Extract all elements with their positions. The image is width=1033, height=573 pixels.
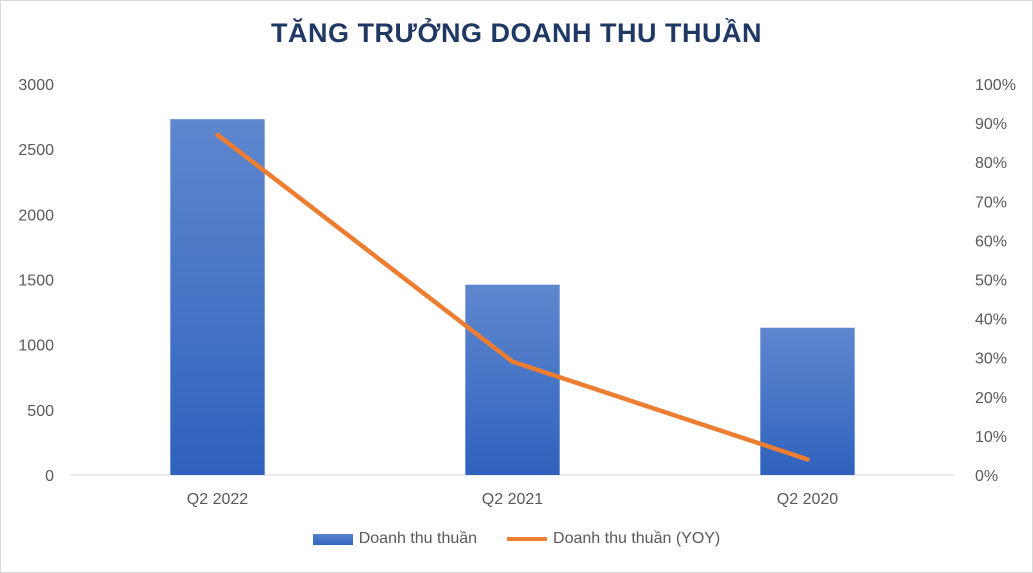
legend-swatch-line <box>507 537 548 541</box>
y-right-tick-label: 60% <box>975 233 1007 250</box>
y-left-tick-label: 2000 <box>18 207 54 224</box>
y-right-tick-label: 40% <box>975 312 1007 329</box>
y-right-tick-label: 70% <box>975 194 1007 211</box>
legend-label-revenue: Doanh thu thuần <box>358 530 478 547</box>
y-right-tick-label: 30% <box>975 351 1007 368</box>
y-left-tick-label: 3000 <box>18 77 54 94</box>
y-left-tick-label: 2500 <box>18 142 54 159</box>
bar <box>760 327 855 475</box>
x-tick-label: Q2 2022 <box>187 491 248 508</box>
x-tick-label: Q2 2020 <box>777 491 838 508</box>
y-right-tick-label: 10% <box>975 429 1007 446</box>
legend-item-yoy: Doanh thu thuần (YOY) <box>507 530 720 548</box>
y-left-tick-label: 1000 <box>18 338 54 355</box>
bar <box>465 284 560 475</box>
y-left-tick-label: 500 <box>27 403 54 420</box>
chart-legend: Doanh thu thuần Doanh thu thuần (YOY) <box>0 530 1033 548</box>
y-right-tick-label: 0% <box>975 468 998 485</box>
legend-item-revenue: Doanh thu thuần <box>312 530 478 548</box>
chart-title: TĂNG TRƯỞNG DOANH THU THUẦN <box>271 18 762 48</box>
y-left-tick-label: 1500 <box>18 273 54 290</box>
x-tick-label: Q2 2021 <box>482 491 543 508</box>
legend-label-yoy: Doanh thu thuần (YOY) <box>553 530 721 547</box>
y-right-tick-label: 100% <box>975 77 1016 94</box>
bar <box>170 119 265 475</box>
y-right-tick-label: 20% <box>975 390 1007 407</box>
y-right-tick-label: 50% <box>975 273 1007 290</box>
y-right-tick-label: 90% <box>975 116 1007 133</box>
legend-swatch-bar <box>312 533 353 545</box>
y-left-tick-label: 0 <box>45 468 54 485</box>
y-right-tick-label: 80% <box>975 155 1007 172</box>
